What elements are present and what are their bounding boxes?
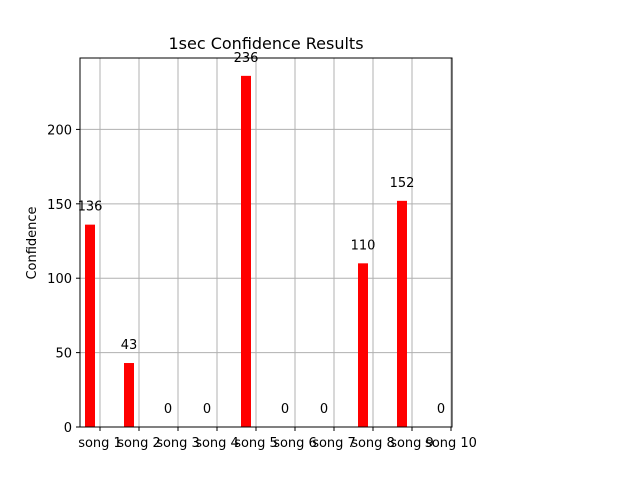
grid-lines	[80, 58, 452, 428]
x-tick-label: song 7	[312, 436, 356, 451]
bar	[397, 200, 407, 427]
data-label: 136	[78, 200, 103, 215]
chart-title: 1sec Confidence Results	[168, 34, 363, 53]
bar	[358, 263, 368, 427]
y-tick-label: 100	[47, 272, 72, 287]
x-tick-label: song 5	[234, 436, 278, 451]
data-label: 0	[320, 402, 328, 417]
y-tick-label: 200	[47, 123, 72, 138]
data-label: 0	[437, 402, 445, 417]
data-label: 236	[234, 51, 259, 66]
data-label: 110	[351, 238, 376, 253]
data-label: 0	[203, 402, 211, 417]
bar	[241, 75, 251, 428]
data-label: 43	[121, 338, 138, 353]
y-tick-label: 150	[47, 198, 72, 213]
x-tick-label: song 4	[195, 436, 239, 451]
x-tick-label: song 9	[390, 436, 434, 451]
y-axis-ticks: 0 50 100 150 200	[47, 123, 80, 436]
x-tick-label: song 3	[156, 436, 200, 451]
data-label: 0	[164, 402, 172, 417]
y-tick-label: 50	[55, 347, 72, 362]
x-tick-label: song 10	[425, 436, 477, 451]
x-tick-label: song 6	[273, 436, 317, 451]
data-label: 0	[281, 402, 289, 417]
bar	[124, 363, 134, 427]
plot-frame	[79, 57, 453, 428]
bar	[85, 224, 95, 427]
x-tick-label: song 1	[78, 436, 122, 451]
data-label: 152	[390, 176, 415, 191]
x-tick-label: song 2	[117, 436, 161, 451]
y-axis-label: Confidence	[25, 206, 40, 279]
y-tick-label: 0	[64, 421, 72, 436]
data-labels: 136 43 0 0 236 0 0 110 152 0	[78, 51, 446, 417]
x-tick-label: song 8	[351, 436, 395, 451]
bars	[85, 75, 407, 428]
